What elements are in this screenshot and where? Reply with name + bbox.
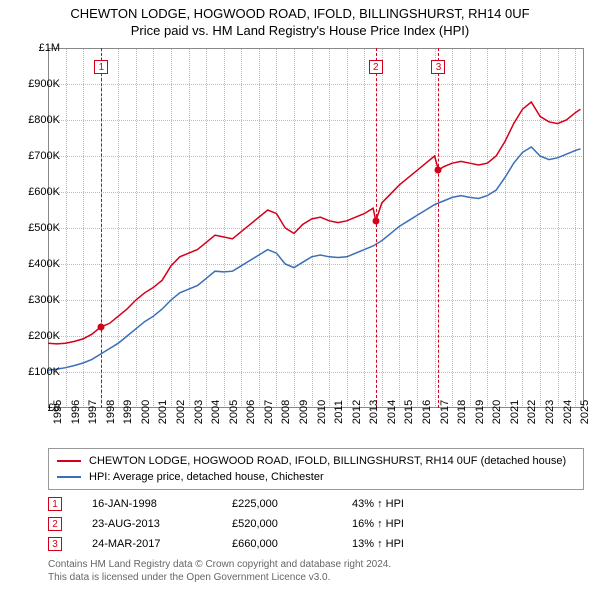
transaction-marker-ref: 3 [48, 537, 62, 551]
title-block: CHEWTON LODGE, HOGWOOD ROAD, IFOLD, BILL… [0, 0, 600, 38]
y-axis-label: £100K [10, 366, 60, 378]
legend-label-hpi: HPI: Average price, detached house, Chic… [89, 471, 324, 483]
x-axis-label: 2023 [544, 400, 556, 424]
footnote-line-1: Contains HM Land Registry data © Crown c… [48, 558, 584, 571]
x-axis-label: 2009 [298, 400, 310, 424]
x-axis-label: 2014 [386, 400, 398, 424]
title-line-2: Price paid vs. HM Land Registry's House … [0, 23, 600, 38]
series-line-hpi [48, 147, 581, 370]
x-axis-label: 2025 [579, 400, 591, 424]
x-axis-label: 2011 [333, 400, 345, 424]
transaction-date: 16-JAN-1998 [92, 498, 232, 510]
transaction-date: 23-AUG-2013 [92, 518, 232, 530]
x-axis-label: 2021 [509, 400, 521, 424]
transaction-price: £520,000 [232, 518, 352, 530]
marker-box-1: 1 [94, 60, 108, 74]
transaction-pct-vs-hpi: 43% ↑ HPI [352, 498, 492, 510]
x-axis-label: 2000 [140, 400, 152, 424]
x-axis-label: 2020 [491, 400, 503, 424]
y-axis-label: £400K [10, 258, 60, 270]
x-axis-label: 2010 [316, 400, 328, 424]
y-axis-label: £1M [10, 42, 60, 54]
marker-dashline-3 [438, 48, 439, 408]
x-axis-label: 2005 [228, 400, 240, 424]
legend-swatch-property [57, 460, 81, 462]
legend-item-property: CHEWTON LODGE, HOGWOOD ROAD, IFOLD, BILL… [57, 453, 575, 469]
footnote-line-2: This data is licensed under the Open Gov… [48, 571, 584, 584]
x-axis-label: 2012 [351, 400, 363, 424]
y-axis-label: £200K [10, 330, 60, 342]
transaction-pct-vs-hpi: 13% ↑ HPI [352, 538, 492, 550]
chart-lines [48, 48, 584, 408]
title-line-1: CHEWTON LODGE, HOGWOOD ROAD, IFOLD, BILL… [0, 6, 600, 21]
transaction-point-2 [372, 217, 379, 224]
footnote: Contains HM Land Registry data © Crown c… [48, 558, 584, 584]
y-axis-label: £800K [10, 114, 60, 126]
x-axis-label: 2007 [263, 400, 275, 424]
legend-item-hpi: HPI: Average price, detached house, Chic… [57, 469, 575, 485]
x-axis-label: 2004 [210, 400, 222, 424]
transaction-row: 1 16-JAN-1998£225,00043% ↑ HPI [48, 494, 584, 514]
transaction-row: 2 23-AUG-2013£520,00016% ↑ HPI [48, 514, 584, 534]
transaction-marker-ref: 1 [48, 497, 62, 511]
marker-dashline-2 [376, 48, 377, 408]
x-axis-label: 2006 [245, 400, 257, 424]
transaction-date: 24-MAR-2017 [92, 538, 232, 550]
x-axis-label: 2003 [193, 400, 205, 424]
x-axis-label: 2022 [526, 400, 538, 424]
x-axis-label: 1997 [87, 400, 99, 424]
x-axis-label: 2001 [157, 400, 169, 424]
x-axis-label: 1995 [52, 400, 64, 424]
x-axis-label: 1996 [70, 400, 82, 424]
legend-label-property: CHEWTON LODGE, HOGWOOD ROAD, IFOLD, BILL… [89, 455, 566, 467]
x-axis-label: 2013 [368, 400, 380, 424]
x-axis-label: 2016 [421, 400, 433, 424]
x-axis-label: 1999 [122, 400, 134, 424]
x-axis-label: 2017 [439, 400, 451, 424]
y-axis-label: £500K [10, 222, 60, 234]
x-axis-label: 2002 [175, 400, 187, 424]
y-axis-label: £300K [10, 294, 60, 306]
marker-box-3: 3 [431, 60, 445, 74]
marker-dashline-1 [101, 48, 102, 408]
x-axis-label: 2024 [562, 400, 574, 424]
series-line-property [48, 102, 581, 344]
x-axis-label: 2018 [456, 400, 468, 424]
chart-container: CHEWTON LODGE, HOGWOOD ROAD, IFOLD, BILL… [0, 0, 600, 590]
x-axis-label: 2019 [474, 400, 486, 424]
marker-box-2: 2 [369, 60, 383, 74]
transaction-row: 3 24-MAR-2017£660,00013% ↑ HPI [48, 534, 584, 554]
transaction-pct-vs-hpi: 16% ↑ HPI [352, 518, 492, 530]
transaction-table: 1 16-JAN-1998£225,00043% ↑ HPI 2 23-AUG-201… [48, 494, 584, 554]
y-axis-label: £700K [10, 150, 60, 162]
transaction-point-3 [435, 167, 442, 174]
x-axis-label: 1998 [105, 400, 117, 424]
legend-swatch-hpi [57, 476, 81, 478]
transaction-price: £225,000 [232, 498, 352, 510]
y-axis-label: £600K [10, 186, 60, 198]
legend: CHEWTON LODGE, HOGWOOD ROAD, IFOLD, BILL… [48, 448, 584, 490]
transaction-marker-ref: 2 [48, 517, 62, 531]
x-axis-label: 2015 [403, 400, 415, 424]
y-axis-label: £900K [10, 78, 60, 90]
transaction-point-1 [98, 324, 105, 331]
transaction-price: £660,000 [232, 538, 352, 550]
x-axis-label: 2008 [280, 400, 292, 424]
